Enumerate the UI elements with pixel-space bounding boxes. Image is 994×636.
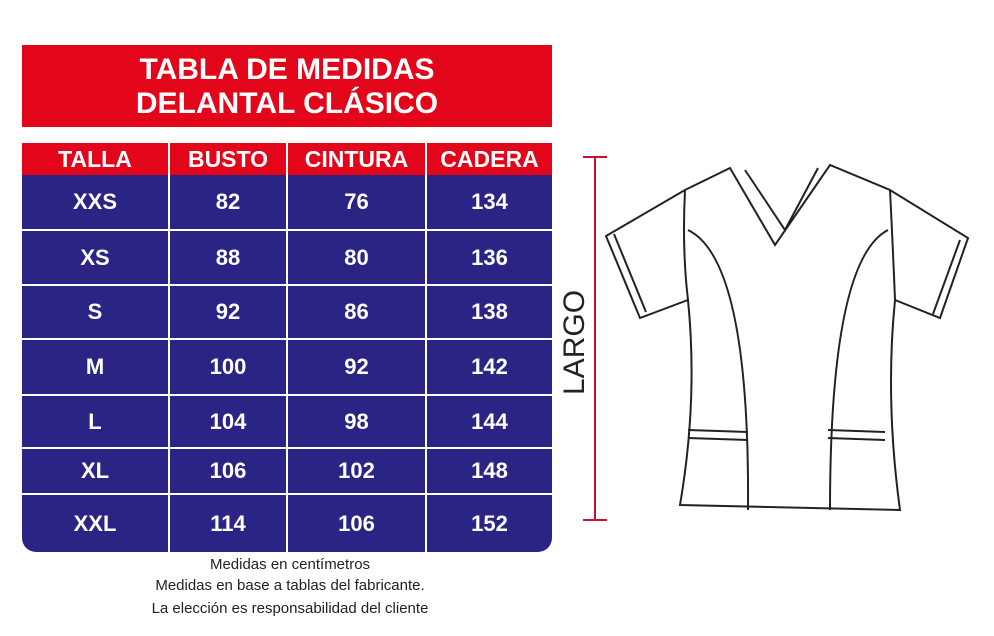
size-cell: XXL <box>22 495 170 552</box>
measure-cell: 80 <box>288 231 427 286</box>
measure-cell: 138 <box>427 286 552 340</box>
measure-cell: 102 <box>288 449 427 495</box>
measure-cell: 76 <box>288 175 427 231</box>
measure-cell: 82 <box>170 175 288 231</box>
measure-cell: 114 <box>170 495 288 552</box>
measure-cell: 152 <box>427 495 552 552</box>
measure-cell: 98 <box>288 396 427 449</box>
measure-cell: 106 <box>170 449 288 495</box>
measure-cell: 136 <box>427 231 552 286</box>
size-cell: S <box>22 286 170 340</box>
measure-cell: 88 <box>170 231 288 286</box>
size-cell: XS <box>22 231 170 286</box>
measure-cell: 100 <box>170 340 288 396</box>
size-cell: L <box>22 396 170 449</box>
measure-cell: 92 <box>170 286 288 340</box>
measure-cell: 106 <box>288 495 427 552</box>
measure-cell: 104 <box>170 396 288 449</box>
title: TABLA DE MEDIDAS DELANTAL CLÁSICO <box>22 45 552 127</box>
length-measure <box>583 156 607 521</box>
size-cell: XL <box>22 449 170 495</box>
shirt-outline <box>604 163 970 512</box>
note: La elección es responsabilidad del clien… <box>151 600 429 617</box>
size-cell: M <box>22 340 170 396</box>
measure-cell: 134 <box>427 175 552 231</box>
title-line: DELANTAL CLÁSICO <box>135 87 439 120</box>
column-header: CINTURA <box>288 143 427 175</box>
measure-cell: 142 <box>427 340 552 396</box>
column-header: TALLA <box>22 143 170 175</box>
title-line: TABLA DE MEDIDAS <box>139 53 435 86</box>
size-cell: XXS <box>22 175 170 231</box>
note: Medidas en centímetros <box>209 556 371 573</box>
measure-cell: 148 <box>427 449 552 495</box>
column-header: CADERA <box>427 143 552 175</box>
measure-cell: 86 <box>288 286 427 340</box>
note: Medidas en base a tablas del fabricante. <box>155 577 425 594</box>
measure-cell: 92 <box>288 340 427 396</box>
column-header: BUSTO <box>170 143 288 175</box>
measure-cell: 144 <box>427 396 552 449</box>
